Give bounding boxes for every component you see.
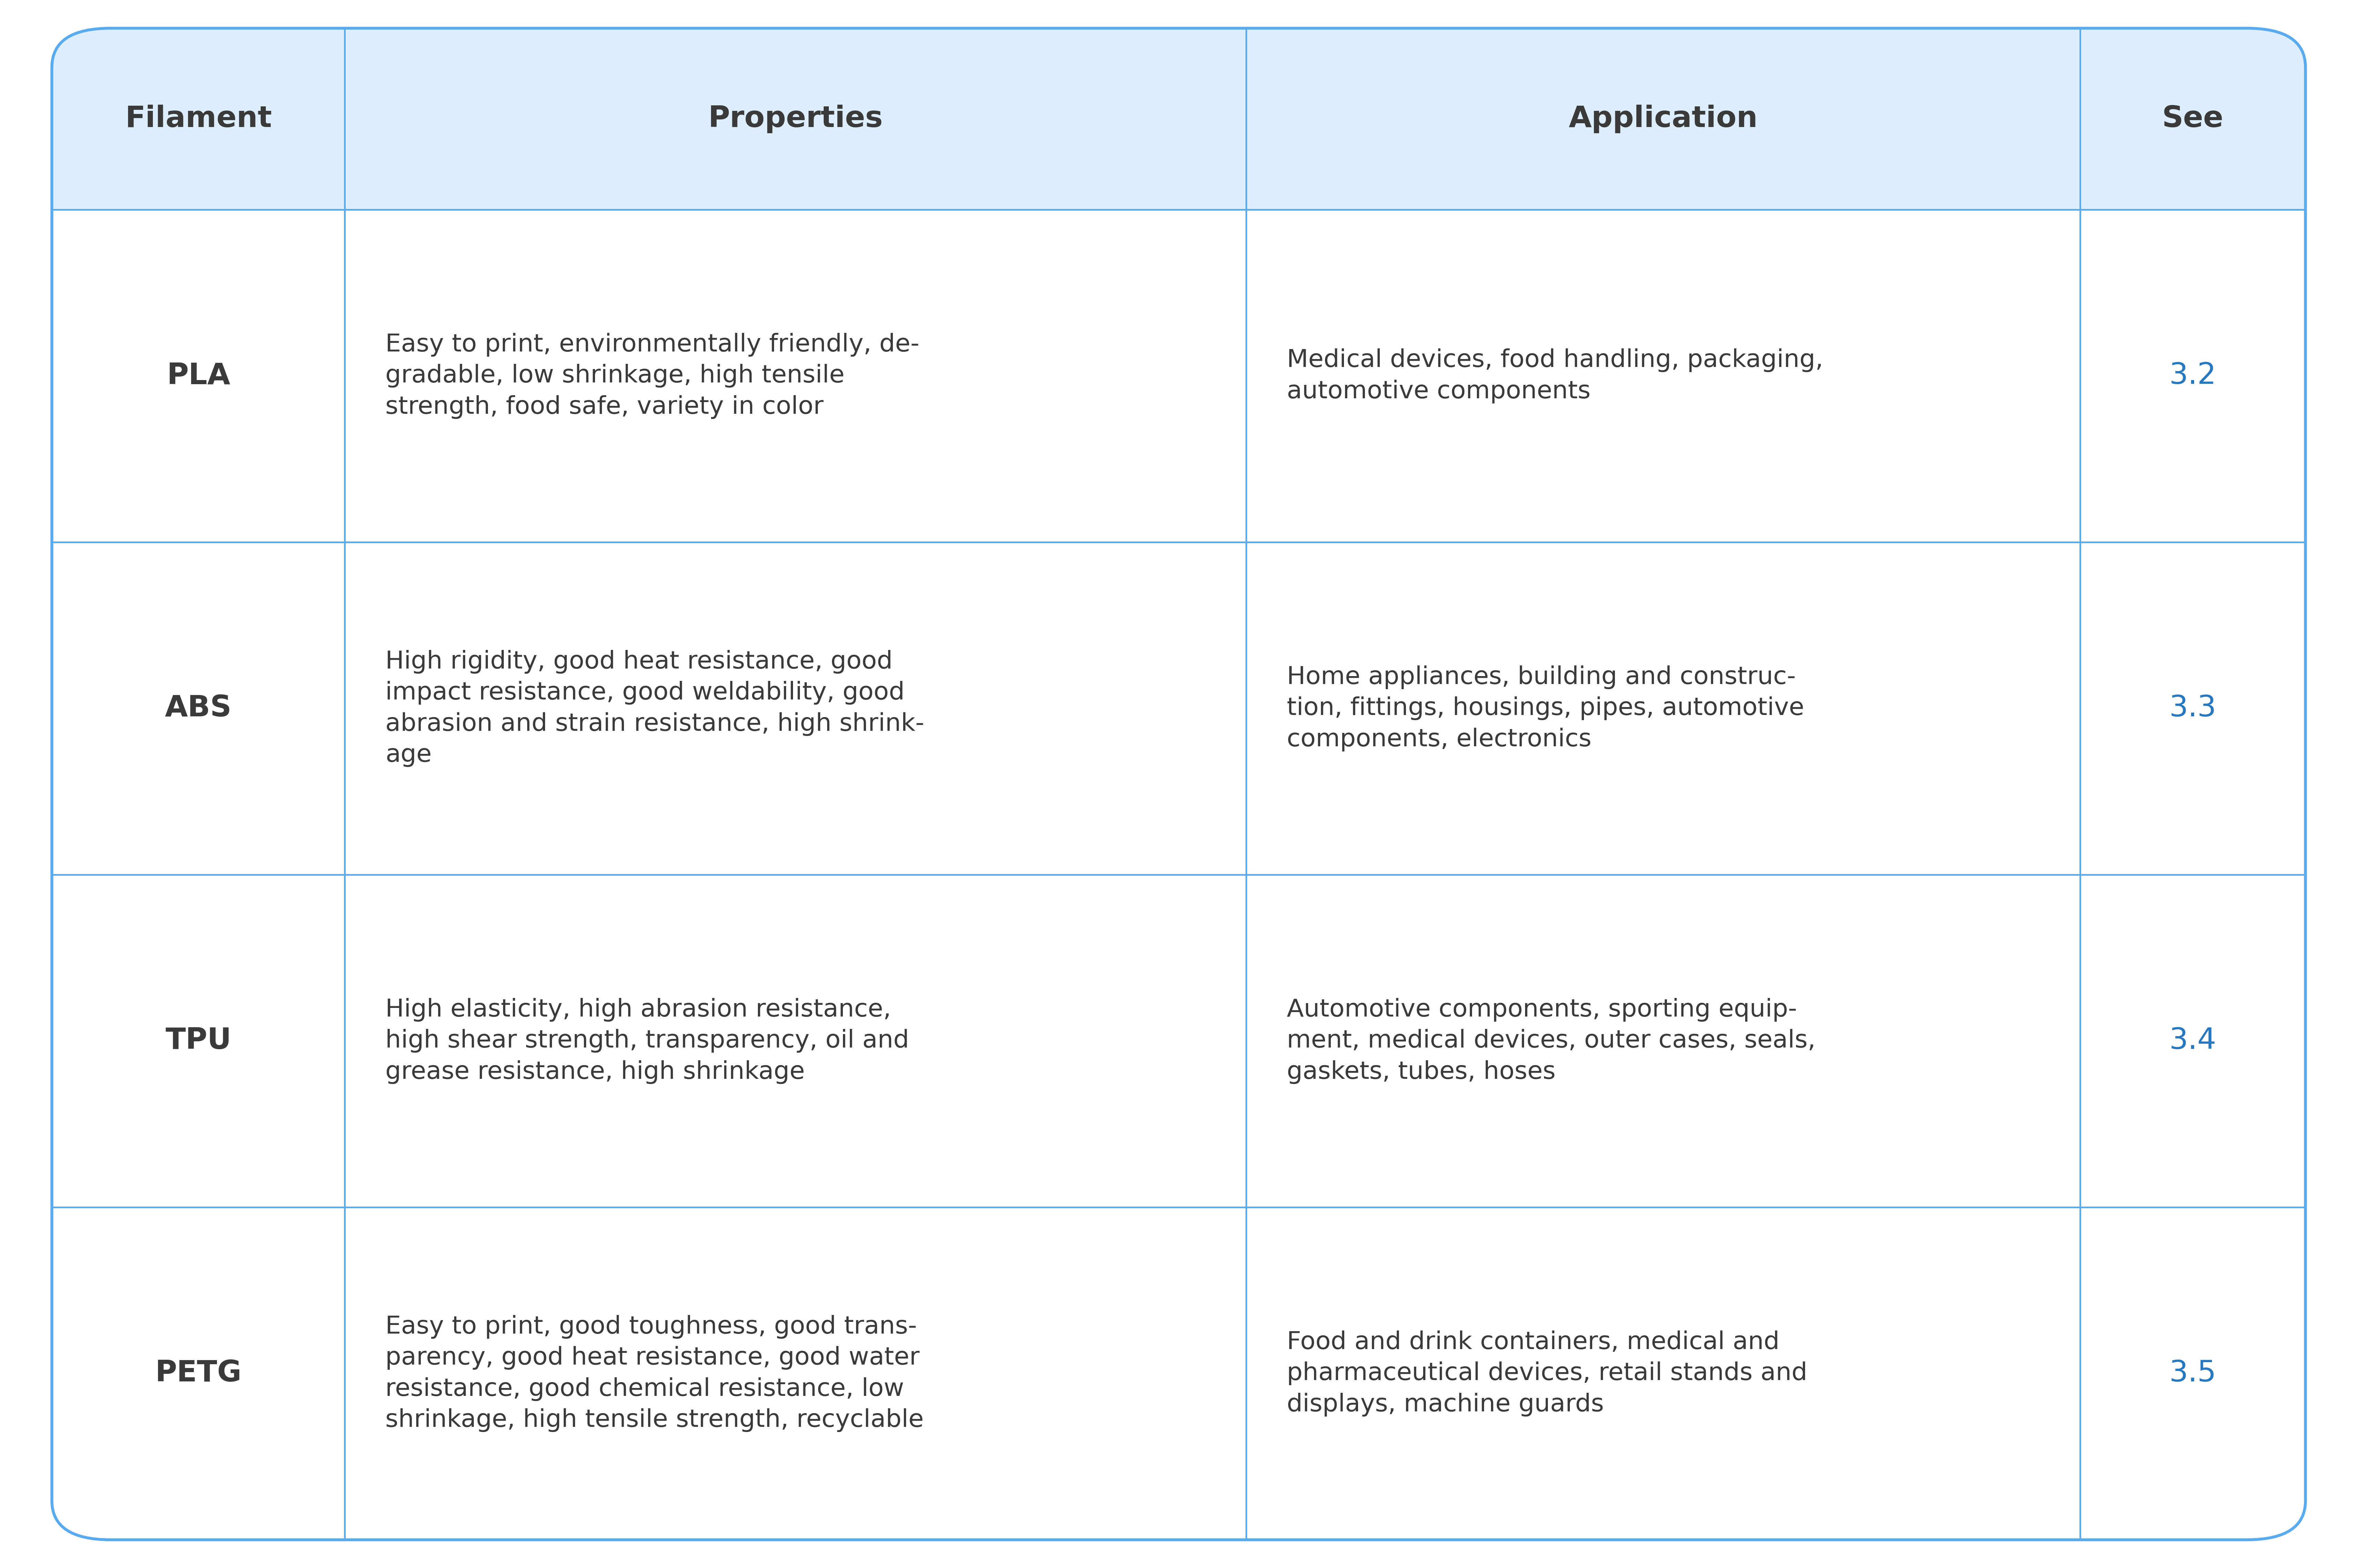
Text: Application: Application bbox=[1567, 105, 1758, 133]
Text: PETG: PETG bbox=[156, 1359, 240, 1388]
Text: Properties: Properties bbox=[707, 105, 884, 133]
Text: See: See bbox=[2161, 105, 2223, 133]
Text: ABS: ABS bbox=[165, 695, 231, 723]
Text: Home appliances, building and construc-
tion, fittings, housings, pipes, automot: Home appliances, building and construc- … bbox=[1287, 665, 1803, 751]
Text: Medical devices, food handling, packaging,
automotive components: Medical devices, food handling, packagin… bbox=[1287, 348, 1822, 403]
Text: Easy to print, good toughness, good trans-
parency, good heat resistance, good w: Easy to print, good toughness, good tran… bbox=[384, 1316, 924, 1432]
Text: PLA: PLA bbox=[167, 362, 231, 390]
Text: High elasticity, high abrasion resistance,
high shear strength, transparency, oi: High elasticity, high abrasion resistanc… bbox=[384, 997, 910, 1083]
Text: Easy to print, environmentally friendly, de-
gradable, low shrinkage, high tensi: Easy to print, environmentally friendly,… bbox=[384, 332, 919, 419]
Text: 3.5: 3.5 bbox=[2168, 1359, 2216, 1388]
Text: 3.2: 3.2 bbox=[2168, 362, 2216, 390]
Text: 3.4: 3.4 bbox=[2168, 1027, 2216, 1055]
Text: High rigidity, good heat resistance, good
impact resistance, good weldability, g: High rigidity, good heat resistance, goo… bbox=[384, 649, 924, 767]
Text: Filament: Filament bbox=[125, 105, 271, 133]
Bar bbox=[52, 119, 2305, 210]
Text: 3.3: 3.3 bbox=[2168, 695, 2216, 723]
Text: Food and drink containers, medical and
pharmaceutical devices, retail stands and: Food and drink containers, medical and p… bbox=[1287, 1330, 1808, 1416]
Text: Automotive components, sporting equip-
ment, medical devices, outer cases, seals: Automotive components, sporting equip- m… bbox=[1287, 997, 1815, 1083]
FancyBboxPatch shape bbox=[52, 28, 2305, 210]
Text: TPU: TPU bbox=[165, 1027, 231, 1055]
